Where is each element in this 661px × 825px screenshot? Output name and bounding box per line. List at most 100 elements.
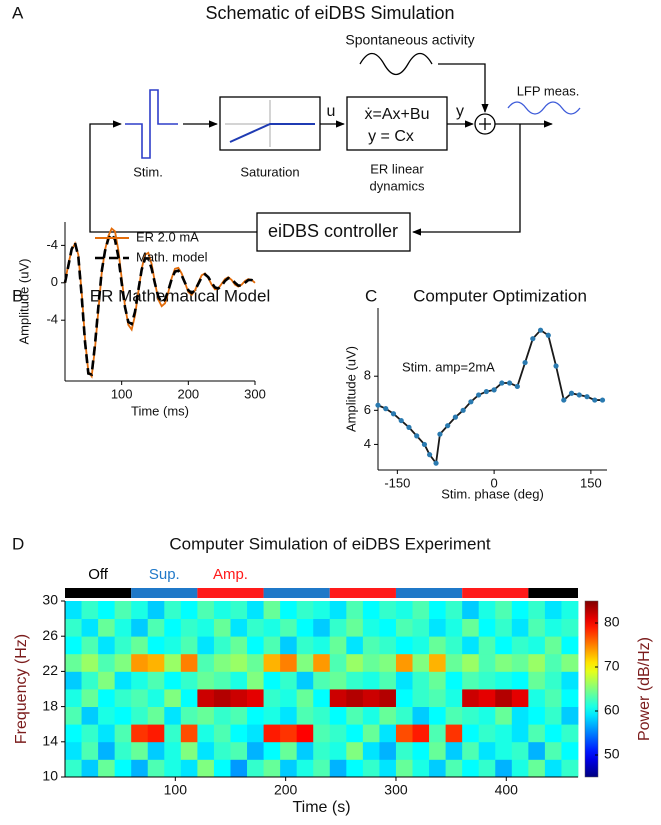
spontaneous-wave	[359, 52, 433, 76]
heatmap-cell	[429, 636, 447, 655]
chart-title: ER Mathematical Model	[90, 286, 270, 305]
x-tick-label: 200	[274, 782, 298, 798]
heatmap-cell	[280, 618, 298, 637]
heatmap-cell	[131, 759, 149, 778]
heatmap-cell	[346, 741, 364, 760]
heatmap-cell	[230, 741, 248, 760]
heatmap-cell	[280, 689, 298, 707]
stim-label: Stim.	[133, 164, 163, 179]
heatmap-cell	[98, 618, 116, 637]
x-tick-label: 100	[111, 386, 133, 401]
x-axis-label: Stim. phase (deg)	[441, 486, 544, 501]
panel-label: A	[12, 3, 24, 22]
heatmap-cell	[379, 601, 397, 619]
heatmap-cell	[379, 689, 397, 707]
heatmap-cell	[561, 636, 579, 655]
heatmap-cell	[495, 724, 513, 743]
heatmap-cell	[544, 724, 562, 743]
heatmap-cell	[544, 618, 562, 637]
panel-label: D	[12, 534, 24, 553]
heatmap-cell	[164, 689, 182, 707]
data-point	[468, 399, 474, 405]
heatmap-cell	[197, 636, 215, 655]
heatmap-cell	[180, 724, 198, 743]
heatmap-cell	[230, 724, 248, 743]
heatmap-cell	[213, 706, 231, 725]
colorbar	[584, 600, 599, 778]
heatmap-cell	[65, 601, 82, 619]
heatmap-cell	[280, 636, 298, 655]
heatmap-cell	[313, 636, 331, 655]
heatmap-cell	[296, 601, 314, 619]
heatmap-cell	[81, 636, 99, 655]
heatmap-cell	[296, 618, 314, 637]
data-point	[576, 392, 582, 398]
heatmap-cell	[412, 759, 430, 778]
heatmap-cell	[362, 653, 380, 672]
heatmap-cell	[81, 618, 99, 637]
heatmap-cell	[412, 706, 430, 725]
heatmap-cell	[429, 671, 447, 690]
colorbar-tick-label: 50	[604, 746, 620, 762]
heatmap-cell	[511, 601, 529, 619]
y-tick-label: 4	[364, 436, 371, 451]
heatmap-cell	[478, 653, 496, 672]
heatmap-cell	[478, 689, 496, 707]
colorbar-tick-label: 60	[604, 702, 620, 718]
heatmap-cell	[147, 724, 165, 743]
heatmap-cell	[65, 671, 82, 690]
heatmap-cell	[230, 689, 248, 707]
heatmap-cell	[247, 689, 264, 707]
heatmap-cell	[528, 601, 546, 619]
heatmap-cell	[379, 636, 397, 655]
heatmap-cell	[197, 689, 215, 707]
heatmap-cell	[561, 653, 579, 672]
heatmap-cell	[280, 724, 298, 743]
saturation-curve	[229, 123, 315, 143]
phase-segment	[197, 588, 264, 598]
x-tick-label: 150	[580, 475, 602, 490]
y-tick-label: 10	[42, 768, 58, 784]
heatmap-cell	[98, 724, 116, 743]
heatmap-cell	[81, 759, 99, 778]
data-point	[437, 431, 443, 437]
plant-box	[346, 96, 448, 151]
heatmap-cell	[180, 689, 198, 707]
heatmap-cell	[495, 653, 513, 672]
heatmap-cell	[478, 706, 496, 725]
y-tick-label: 8	[364, 368, 371, 383]
heatmap-cell	[528, 741, 546, 760]
heatmap-cell	[114, 653, 132, 672]
heatmap-cell	[114, 724, 132, 743]
heatmap-cell	[462, 759, 480, 778]
heatmap-cell	[544, 706, 562, 725]
heatmap-cell	[445, 653, 463, 672]
heatmap-cell	[280, 653, 298, 672]
data-point	[553, 363, 559, 369]
annotation: Stim. amp=2mA	[402, 359, 495, 374]
heatmap-cell	[429, 741, 447, 760]
heatmap-cell	[164, 601, 182, 619]
heatmap-cell	[445, 618, 463, 637]
chart-title: Computer Optimization	[413, 286, 587, 305]
heatmap-cell	[114, 759, 132, 778]
heatmap-cell	[462, 689, 480, 707]
x-tick-label: 100	[164, 782, 188, 798]
heatmap-cell	[114, 671, 132, 690]
heatmap-cell	[429, 601, 447, 619]
heatmap-cell	[462, 741, 480, 760]
heatmap-cell	[495, 759, 513, 778]
heatmap-cell	[544, 671, 562, 690]
data-point	[427, 452, 433, 458]
heatmap-cell	[197, 741, 215, 760]
heatmap-cell	[329, 689, 347, 707]
heatmap-cell	[329, 724, 347, 743]
data-point	[491, 387, 497, 393]
heatmap-cell	[329, 741, 347, 760]
heatmap-cell	[329, 653, 347, 672]
heatmap-cell	[478, 741, 496, 760]
heatmap-cell	[81, 706, 99, 725]
heatmap-cell	[131, 689, 149, 707]
heatmap-cell	[362, 601, 380, 619]
heatmap-cell	[495, 618, 513, 637]
